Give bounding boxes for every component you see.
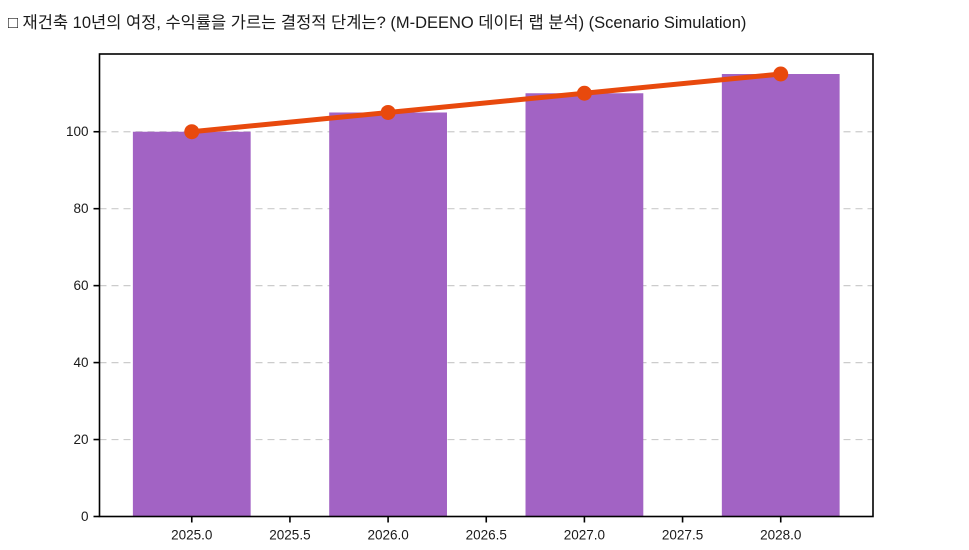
line-marker [380, 104, 396, 120]
y-tick-label: 100 [66, 124, 89, 139]
trend-line [189, 71, 784, 135]
x-tick-label: 2026.0 [367, 528, 408, 543]
bar [329, 112, 447, 517]
y-tick-label: 60 [73, 278, 88, 293]
y-tick-label: 0 [81, 509, 89, 524]
chart-title: □ 재건축 10년의 여정, 수익률을 가르는 결정적 단계는? (M-DEEN… [8, 14, 747, 32]
y-tick-label: 20 [73, 432, 88, 447]
x-tick-label: 2028.0 [760, 528, 801, 543]
x-tick-label: 2025.0 [171, 528, 212, 543]
bar [132, 131, 251, 517]
y-tick-label: 40 [73, 355, 88, 370]
x-tick-label: 2026.5 [466, 528, 507, 543]
x-tick-label: 2025.5 [269, 528, 310, 543]
line-marker [184, 124, 200, 140]
x-tick-label: 2027.0 [564, 528, 605, 543]
bar [721, 74, 840, 517]
y-tick-label: 80 [73, 201, 88, 216]
x-tick-label: 2027.5 [662, 528, 703, 543]
line-marker [773, 66, 789, 82]
line-marker [576, 85, 592, 101]
bar [525, 93, 644, 517]
